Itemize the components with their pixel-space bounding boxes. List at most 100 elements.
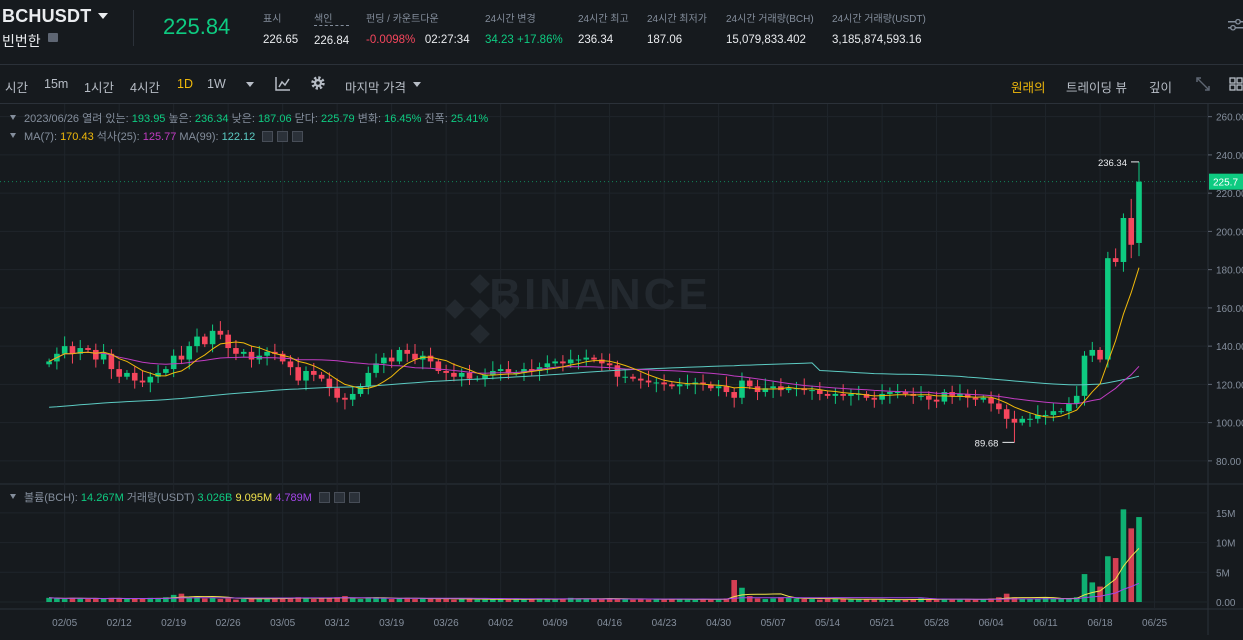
interval-1d[interactable]: 1D xyxy=(177,77,193,91)
last-price-label: 225.7 xyxy=(1213,178,1238,189)
volume-bar xyxy=(131,598,138,602)
volume-bar xyxy=(451,599,457,602)
date-tick-label: 06/18 xyxy=(1088,618,1113,629)
indicator-chart-icon[interactable] xyxy=(275,76,291,91)
volume-bar xyxy=(303,598,309,602)
candle-body xyxy=(591,357,597,360)
price-chart[interactable]: 260.00 240.00 220.00 200.00 180.00 160.00 140.… xyxy=(0,104,1243,635)
candle-body xyxy=(583,357,590,360)
volume-bar xyxy=(957,599,963,602)
collapse-caret-icon[interactable] xyxy=(10,115,16,120)
settings-button[interactable] xyxy=(318,492,330,503)
stat-index-price[interactable]: 색인 226.84 xyxy=(314,10,350,47)
close-button[interactable] xyxy=(292,131,304,142)
candle-body xyxy=(708,384,714,389)
candle-body xyxy=(279,353,286,362)
visibility-button[interactable] xyxy=(277,131,289,142)
candle-body xyxy=(1042,414,1049,416)
volume-bar xyxy=(1136,517,1142,602)
candle-body xyxy=(334,388,340,398)
volume-bar xyxy=(902,599,909,602)
candle-body xyxy=(606,363,613,366)
candle-body xyxy=(1066,403,1072,412)
stat-label: 표시 xyxy=(263,14,282,25)
date-tick-label: 04/16 xyxy=(597,618,622,629)
contract-type-label: 빈번한 xyxy=(2,33,41,49)
volume-bar xyxy=(513,599,519,602)
interval-1w[interactable]: 1W xyxy=(207,77,226,91)
stat-funding-countdown[interactable]: 펀딩 / 카운트다운 -0.0098% 02:27:34 xyxy=(366,10,470,46)
chevron-down-icon[interactable] xyxy=(413,82,421,87)
collapse-caret-icon[interactable] xyxy=(10,133,16,138)
volume-bar xyxy=(723,598,730,602)
candle-body xyxy=(1011,418,1018,423)
chevron-down-icon[interactable] xyxy=(98,13,108,19)
volume-bar xyxy=(630,599,636,602)
candle-body xyxy=(349,393,356,400)
view-depth[interactable]: 깊이 xyxy=(1149,81,1173,95)
candle-body xyxy=(342,397,348,400)
candle-body xyxy=(622,376,628,378)
grid-layout-icon[interactable] xyxy=(1229,77,1243,91)
volume-bar xyxy=(93,598,99,602)
interval-1h[interactable]: 1시간 xyxy=(84,81,114,95)
candle-body xyxy=(108,353,115,370)
volume-bar xyxy=(606,598,613,602)
volume-bar xyxy=(824,599,831,602)
gear-icon[interactable] xyxy=(310,75,326,91)
candle-body xyxy=(373,363,379,373)
collapse-caret-icon[interactable] xyxy=(10,494,16,499)
sliders-icon[interactable] xyxy=(1228,18,1243,32)
settings-button[interactable] xyxy=(262,131,274,142)
volume-bar xyxy=(692,599,699,602)
candle-body xyxy=(941,392,948,402)
volume-bar xyxy=(233,599,239,602)
ma7-line xyxy=(48,267,1140,418)
date-tick-label: 02/19 xyxy=(161,618,186,629)
chevron-down-icon[interactable] xyxy=(246,82,254,87)
volume-bar xyxy=(591,599,597,602)
volume-bar xyxy=(240,599,247,602)
candle-body xyxy=(521,369,527,373)
volume-bar xyxy=(419,598,426,602)
candle-body xyxy=(357,386,364,394)
volume-bar xyxy=(1073,597,1080,602)
expand-icon[interactable] xyxy=(1196,77,1210,91)
candle-body xyxy=(762,388,769,393)
candle-body xyxy=(894,392,901,394)
candle-body xyxy=(85,348,91,350)
stat-label: 24시간 거래량(USDT) xyxy=(832,14,926,25)
candlestick-chart[interactable]: 260.00 240.00 220.00 200.00 180.00 160.00 140.… xyxy=(0,104,1243,635)
volume-bar xyxy=(637,599,644,602)
interval-15m[interactable]: 15m xyxy=(44,77,69,91)
candle-body xyxy=(1120,218,1127,262)
candle-body xyxy=(326,378,333,389)
candle-body xyxy=(318,374,325,379)
visibility-button[interactable] xyxy=(333,492,345,503)
volume-bar xyxy=(349,598,356,602)
price-tick-label: 220.00 xyxy=(1216,189,1243,200)
countdown: 02:27:34 xyxy=(424,34,470,46)
volume-bar xyxy=(54,598,60,602)
candle-body xyxy=(778,386,784,391)
volume-bar xyxy=(583,598,590,602)
volume-bar xyxy=(715,599,722,602)
candle-body xyxy=(731,392,737,398)
legend-open: 193.95 xyxy=(131,113,166,125)
interval-time[interactable]: 시간 xyxy=(5,81,29,95)
interval-4h[interactable]: 4시간 xyxy=(130,81,160,95)
close-button[interactable] xyxy=(348,492,360,503)
candle-body xyxy=(513,372,519,374)
stat-24h-volume-base: 24시간 거래량(BCH) 15,079,833.402 xyxy=(726,10,814,46)
view-original[interactable]: 원래의 xyxy=(1011,81,1046,95)
volume-bar xyxy=(490,599,496,602)
volume-bar xyxy=(653,599,660,602)
stat-label: 24시간 최고 xyxy=(578,14,629,25)
candle-body xyxy=(482,374,488,379)
price-type-select[interactable]: 마지막 가격 xyxy=(345,81,406,95)
volume-bar xyxy=(373,597,379,602)
view-tradingview[interactable]: 트레이딩 뷰 xyxy=(1066,81,1127,95)
volume-bar xyxy=(100,599,107,602)
symbol-name[interactable]: BCHUSDT xyxy=(2,6,92,26)
volume-bar xyxy=(964,599,971,602)
